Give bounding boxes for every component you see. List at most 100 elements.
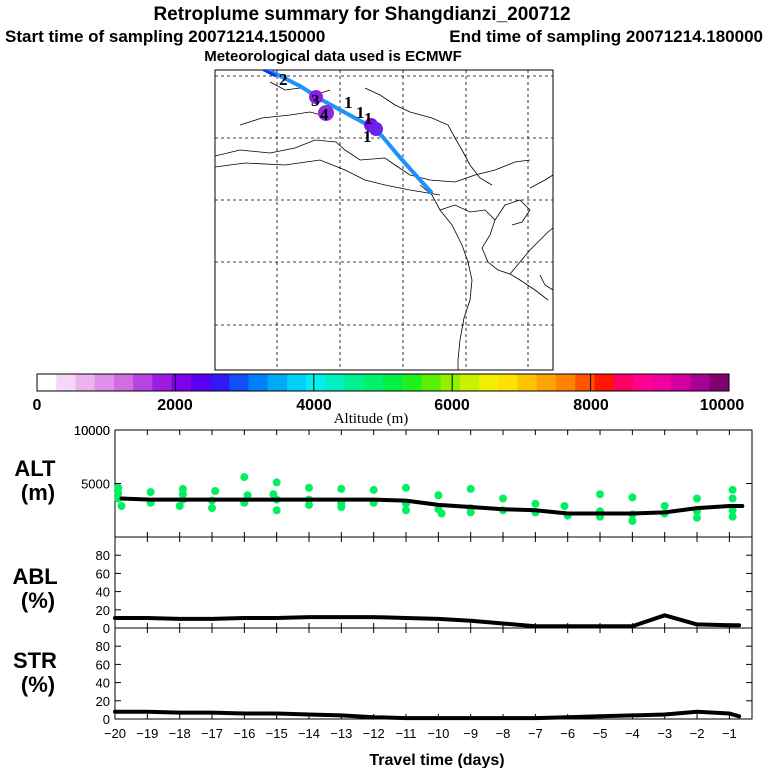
y-tick-label: 20 [96,603,110,618]
trajectory-start-segment [260,70,277,78]
altitude-scatter-point [728,506,737,515]
colorbar-tick-label: 8000 [573,397,609,414]
colorbar-cell [517,374,538,391]
x-tick-label: −17 [201,726,223,741]
str-label-line1: STR [13,648,57,673]
y-tick-label: 80 [96,548,110,563]
colorbar-cell [344,374,365,391]
altitude-scatter-point [114,489,123,498]
colorbar-cell [632,374,653,391]
cluster-label: 1 [363,127,372,146]
colorbar-cell [536,374,557,391]
start-time-label: Start time of sampling 20071214.150000 [5,27,325,46]
altitude-scatter-point [728,512,737,521]
altitude-scatter-point [117,502,126,510]
colorbar-cell [190,374,211,391]
x-tick-label: −8 [496,726,511,741]
colorbar-cell [171,374,192,391]
alt-label-line1: ALT [14,456,56,481]
colorbar-cell [479,374,499,391]
colorbar-cell [498,374,519,391]
colorbar-cell [440,374,461,391]
cluster-label: 3 [311,91,320,110]
altitude-scatter-point [337,484,346,493]
colorbar-cell [383,374,403,391]
altitude-scatter-point [499,494,507,503]
cluster-marker [309,90,323,104]
colorbar-cell [56,374,76,391]
colorbar-cell [402,374,422,391]
y-tick-label: 40 [96,585,110,600]
x-tick-label: −20 [104,726,126,741]
altitude-scatter-point [596,490,604,499]
altitude-scatter-point [560,502,569,510]
y-tick-label: 10000 [74,423,110,438]
altitude-colorbar: 0 2000 4000 6000 8000 10000 Altitude (m) [33,373,745,427]
cluster-label: 4 [320,105,329,124]
colorbar-cell [594,374,615,391]
y-tick-label: 10000 [74,423,110,438]
colorbar-cell [248,374,269,391]
altitude-scatter-point [305,500,313,509]
x-axis-label: Travel time (days) [369,752,504,768]
y-tick-label: 0 [103,712,110,727]
colorbar-cell [613,374,634,391]
y-tick-label: 80 [96,639,110,654]
colorbar-tick-label: 10000 [700,397,745,414]
met-data-label: Meteorological data used is ECMWF [204,48,462,65]
panel-frame [114,536,753,629]
colorbar-tick-label: 2000 [157,397,193,414]
altitude-scatter-point [175,502,184,510]
figure-title: Retroplume summary for Shangdianzi_20071… [153,4,570,25]
str-series-line [113,709,742,721]
colorbar-cell [690,374,711,391]
x-tick-label: −14 [298,726,320,741]
panel-abl: 0 20 40 60 80 [96,536,753,636]
y-tick-label: 60 [96,657,110,672]
colorbar-ticks [36,374,730,391]
abl-label-line1: ABL [13,564,58,589]
abl-series-line [113,613,742,629]
x-tick-label: −18 [169,726,191,741]
altitude-scatter-point [211,487,220,495]
altitude-scatter-point [466,484,475,493]
altitude-scatter-point [437,509,446,518]
x-tick-label: −3 [657,726,672,741]
colorbar-cell [267,374,288,391]
colorbar-tick-label: 4000 [296,397,332,414]
altitude-scatter-point [531,499,540,508]
x-tick-label: −16 [233,726,255,741]
alt-series-line [119,496,745,516]
altitude-scatter-point [402,483,410,492]
abl-panel-label: ABL (%) [13,564,64,613]
x-tick-label: −19 [136,726,158,741]
x-tick-label: −5 [593,726,608,741]
altitude-scatter-point [269,490,278,499]
colorbar-cell [229,374,249,391]
colorbar-cells [37,374,730,391]
altitude-scatter-point [208,504,216,513]
panel-frame [114,429,753,538]
x-tick-label: −15 [266,726,288,741]
x-tick-label: −4 [625,726,640,741]
altitude-scatter-point [240,473,249,482]
end-time-label: End time of sampling 20071214.180000 [449,27,763,46]
cluster-label: 1 [356,103,365,122]
altitude-scatter-point [466,508,475,517]
map-frame [214,69,554,371]
cluster-labels: 1 1 1 1 2 3 4 [279,70,373,146]
altitude-scatter-point [243,491,252,500]
x-tick-label: −10 [427,726,449,741]
x-tick-label: −13 [330,726,352,741]
colorbar-cell [133,374,153,391]
altitude-scatter-point [272,478,281,487]
colorbar-cell [363,374,384,391]
cluster-label: 1 [364,109,373,128]
colorbar-cell [575,374,595,391]
x-tick-label: −12 [363,726,385,741]
x-tick-label: −7 [528,726,543,741]
colorbar-cell [306,374,326,391]
y-tick-label: 60 [96,566,110,581]
